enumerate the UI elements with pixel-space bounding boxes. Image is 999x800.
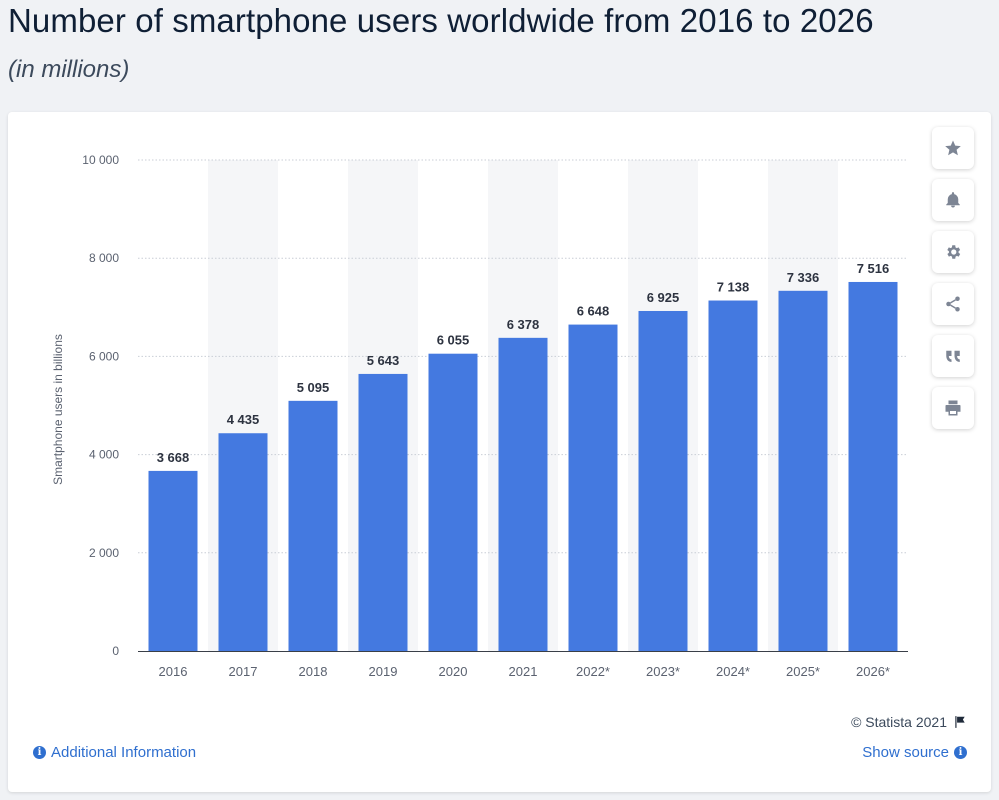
bell-icon [946, 192, 960, 208]
y-tick-label: 4 000 [89, 448, 119, 462]
x-tick-label: 2026* [856, 664, 890, 679]
data-label: 7 516 [857, 261, 890, 276]
x-tick-label: 2024* [716, 664, 750, 679]
bar [708, 300, 758, 651]
bar [848, 281, 898, 651]
data-label: 3 668 [157, 450, 190, 465]
bar [428, 353, 478, 651]
bar [778, 290, 828, 651]
data-label: 5 095 [297, 380, 330, 395]
x-tick-label: 2020 [439, 664, 468, 679]
y-tick-label: 0 [112, 644, 119, 658]
info-icon: i [954, 746, 967, 759]
gear-icon [947, 245, 961, 259]
quote-icon [946, 350, 960, 362]
data-label: 6 055 [437, 333, 470, 348]
bar [498, 337, 548, 651]
bar [358, 373, 408, 651]
x-tick-label: 2021 [509, 664, 538, 679]
bar [148, 470, 198, 651]
show-source-link[interactable]: Show source i [862, 744, 967, 761]
data-label: 6 648 [577, 304, 610, 319]
bar [568, 324, 618, 651]
share-icon [946, 296, 960, 312]
chart-title: Number of smartphone users worldwide fro… [8, 2, 874, 39]
x-tick-label: 2025* [786, 664, 820, 679]
cite-button[interactable] [932, 335, 974, 377]
star-icon [945, 140, 961, 156]
settings-button[interactable] [932, 231, 974, 273]
data-label: 6 925 [647, 290, 680, 305]
x-tick-label: 2017 [229, 664, 258, 679]
x-tick-label: 2022* [576, 664, 610, 679]
bar [638, 310, 688, 651]
info-icon: i [33, 746, 46, 759]
additional-information-label: Additional Information [51, 744, 197, 761]
y-tick-label: 8 000 [89, 251, 119, 265]
y-tick-label: 2 000 [89, 546, 119, 560]
y-axis-label: Smartphone users in billions [51, 334, 65, 485]
y-tick-label: 10 000 [82, 153, 119, 167]
show-source-label: Show source [862, 744, 949, 761]
bar [218, 433, 268, 651]
data-label: 7 336 [787, 270, 820, 285]
data-label: 5 643 [367, 353, 400, 368]
data-label: 6 378 [507, 317, 540, 332]
x-tick-label: 2019 [369, 664, 398, 679]
copyright-text: © Statista 2021 [851, 714, 947, 730]
bar [288, 400, 338, 651]
chart-subtitle: (in millions) [8, 56, 130, 83]
data-label: 4 435 [227, 412, 260, 427]
print-button[interactable] [932, 387, 974, 429]
x-tick-label: 2023* [646, 664, 680, 679]
notification-button[interactable] [932, 179, 974, 221]
flag-icon[interactable] [953, 715, 967, 729]
y-tick-label: 6 000 [89, 349, 119, 363]
additional-information-link[interactable]: i Additional Information [33, 744, 196, 761]
printer-icon [945, 400, 961, 416]
share-button[interactable] [932, 283, 974, 325]
copyright-notice: © Statista 2021 [851, 714, 967, 730]
x-tick-label: 2018 [299, 664, 328, 679]
favorite-button[interactable] [932, 127, 974, 169]
data-label: 7 138 [717, 280, 750, 295]
x-tick-label: 2016 [159, 664, 188, 679]
